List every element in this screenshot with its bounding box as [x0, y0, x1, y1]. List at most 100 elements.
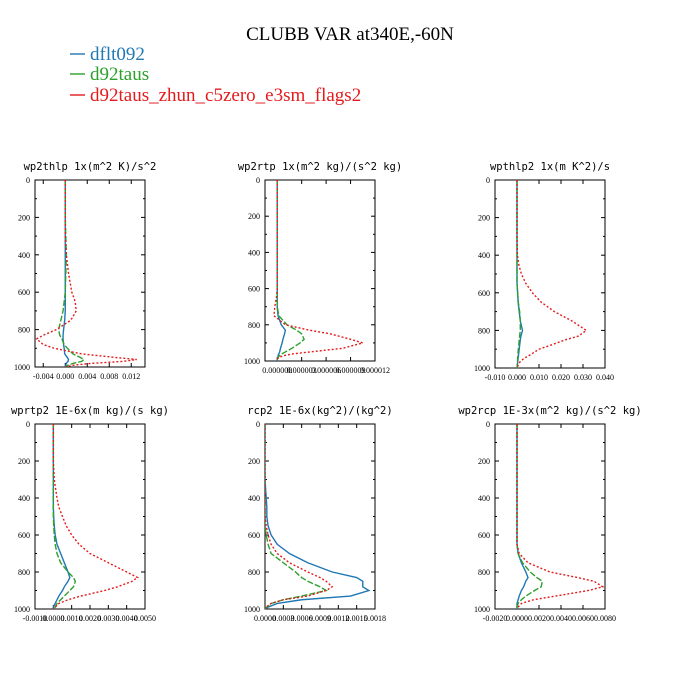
- plot-frame: [34, 423, 146, 610]
- panel-title: wp2rtp 1x(m^2 kg)/(s^2 kg): [238, 161, 402, 173]
- y-tick-label: 600: [478, 531, 490, 540]
- x-tick-label: 0.000000: [262, 366, 292, 375]
- x-tick-label: -0.010: [485, 373, 506, 382]
- series-group: [265, 424, 371, 609]
- panel-title: wp2rcp 1E-3x(m^2 kg)/(s^2 kg): [458, 405, 641, 417]
- y-tick-label: 200: [18, 213, 30, 222]
- y-tick-label: 200: [478, 457, 490, 466]
- figure-title: CLUBB VAR at340E,-60N: [246, 24, 454, 45]
- x-tick-label: 0.000: [56, 372, 74, 381]
- panel-1: wp2thlp 1x(m^2 K)/s^2 0 200 400 600 800 1000-0…: [14, 161, 156, 381]
- x-tick-label: -0.004: [33, 372, 54, 381]
- series-line-1: [516, 180, 524, 368]
- y-tick-label: 600: [248, 531, 260, 540]
- y-tick-label: 1000: [474, 605, 490, 614]
- y-tick-label: 0: [486, 420, 490, 429]
- x-tick-label: 0.004: [78, 372, 96, 381]
- x-tick-label: 0.0030: [97, 614, 119, 623]
- x-tick-label: 0.000: [508, 373, 526, 382]
- y-tick-label: 1000: [14, 363, 30, 372]
- x-tick-label: 0.0060: [572, 614, 594, 623]
- x-tick-label: 0.0018: [364, 614, 386, 623]
- x-tick-label: 0.0020: [79, 614, 101, 623]
- panel-title: wpthlp2 1x(m K^2)/s: [490, 161, 610, 173]
- y-tick-label: 1000: [474, 364, 490, 373]
- y-tick-label: 1000: [244, 605, 260, 614]
- plot-frame: [34, 179, 146, 368]
- series-group: [273, 180, 366, 361]
- panel-2: wp2rtp 1x(m^2 kg)/(s^2 kg) 0 200 400 600 800 1…: [238, 161, 402, 375]
- panel-3: wpthlp2 1x(m K^2)/s0 200 400 600 800 1000-0.0…: [474, 161, 614, 382]
- legend-label: d92taus_zhun_c5zero_e3sm_flags2: [90, 85, 361, 106]
- series-line-3: [265, 424, 334, 609]
- series-line-2: [516, 424, 544, 609]
- series-line-2: [265, 424, 328, 609]
- y-tick-label: 0: [256, 176, 260, 185]
- x-tick-label: 0.0020: [528, 614, 550, 623]
- y-tick-label: 800: [478, 326, 490, 335]
- panel-title: rcp2 1E-6x(kg^2)/(kg^2): [247, 405, 392, 417]
- y-tick-label: 0: [26, 176, 30, 185]
- legend-label: dflt092: [90, 44, 145, 65]
- plot-frame: [264, 423, 376, 610]
- series-line-3: [35, 180, 137, 367]
- series-line-1: [516, 424, 529, 609]
- x-tick-label: 0.0040: [550, 614, 572, 623]
- series-line-1: [276, 180, 287, 361]
- panel-title: wprtp2 1E-6x(m kg)/(s kg): [11, 405, 169, 417]
- y-tick-label: 400: [248, 248, 260, 257]
- series-line-2: [276, 180, 305, 361]
- x-tick-label: 0.0009: [309, 614, 331, 623]
- x-tick-label: 0.0000: [254, 614, 276, 623]
- y-tick-label: 0: [26, 420, 30, 429]
- y-tick-label: 400: [478, 251, 490, 260]
- y-tick-label: 600: [478, 289, 490, 298]
- x-tick-label: 0.0050: [134, 614, 156, 623]
- panels: wp2thlp 1x(m^2 K)/s^202004006008001000-0…: [11, 161, 642, 623]
- y-tick-label: 800: [18, 326, 30, 335]
- panel-5: rcp2 1E-6x(kg^2)/(kg^2) 0 200 400 600 800 1000…: [244, 405, 393, 623]
- x-tick-label: -0.0020: [483, 614, 508, 623]
- x-tick-label: 0.000012: [360, 366, 390, 375]
- x-tick-label: 0.012: [122, 372, 140, 381]
- y-tick-label: 0: [256, 420, 260, 429]
- x-tick-label: 0.000006: [311, 366, 341, 375]
- x-tick-label: 0.0000: [42, 614, 64, 623]
- series-line-3: [273, 180, 366, 361]
- legend: dflt092d92tausd92taus_zhun_c5zero_e3sm_f…: [70, 44, 361, 106]
- plot-frame: [264, 179, 376, 362]
- y-tick-label: 600: [18, 288, 30, 297]
- y-tick-label: 400: [478, 494, 490, 503]
- x-tick-label: 0.0012: [327, 614, 349, 623]
- x-tick-label: 0.000003: [287, 366, 317, 375]
- x-tick-label: 0.030: [574, 373, 592, 382]
- series-group: [516, 180, 588, 368]
- x-tick-label: 0.0010: [61, 614, 83, 623]
- x-tick-label: 0.0040: [116, 614, 138, 623]
- series-group: [52, 424, 140, 609]
- y-tick-label: 400: [248, 494, 260, 503]
- y-tick-label: 200: [248, 212, 260, 221]
- y-tick-label: 200: [248, 457, 260, 466]
- x-tick-label: 0.008: [100, 372, 118, 381]
- x-tick-label: 0.0015: [346, 614, 368, 623]
- x-tick-label: 0.0006: [291, 614, 313, 623]
- x-tick-label: -0.0010: [23, 614, 48, 623]
- plot-frame: [494, 179, 606, 369]
- y-tick-label: 1000: [244, 357, 260, 366]
- y-tick-label: 800: [478, 568, 490, 577]
- series-line-3: [516, 424, 605, 609]
- x-tick-label: 0.000009: [336, 366, 366, 375]
- y-tick-label: 0: [486, 176, 490, 185]
- series-line-3: [516, 180, 588, 368]
- y-tick-label: 200: [478, 214, 490, 223]
- x-tick-label: 0.0003: [272, 614, 294, 623]
- panel-4: wprtp2 1E-6x(m kg)/(s kg) 0 200 400 600 800 10…: [11, 405, 169, 623]
- plot-frame: [494, 423, 606, 610]
- series-group: [35, 180, 137, 367]
- y-tick-label: 200: [18, 457, 30, 466]
- series-group: [516, 424, 605, 609]
- x-tick-label: 0.010: [530, 373, 548, 382]
- y-tick-label: 800: [248, 568, 260, 577]
